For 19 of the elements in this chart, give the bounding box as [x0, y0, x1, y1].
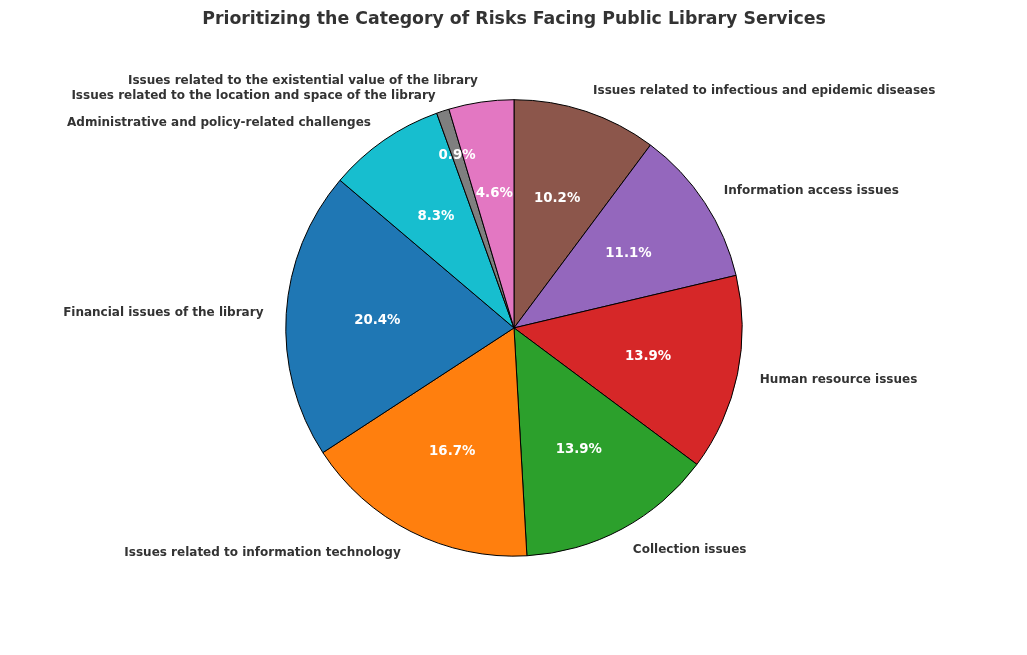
slice-label: Collection issues [632, 542, 747, 557]
data-label: 4.6% [475, 184, 513, 200]
data-label: 8.3% [417, 207, 455, 223]
data-label: 10.2% [534, 190, 581, 206]
slice-label: Issues related to infectious and epidemic diseases [593, 82, 936, 97]
data-label: 0.9% [438, 146, 476, 162]
data-label: 13.9% [624, 348, 672, 364]
data-label: 16.7% [429, 442, 476, 458]
slice-label: Information access issues [723, 183, 899, 198]
data-label: 13.9% [555, 441, 602, 457]
slice-label: Issues related to the location and space of the library [71, 88, 436, 103]
slice-label: Human resource issues [759, 371, 918, 386]
slice-label: Issues related to information technology [124, 544, 401, 559]
chart-title: Prioritizing the Category of Risks Facing Public Library Services [202, 7, 826, 28]
slice-label: Financial issues of the library [63, 305, 264, 320]
data-label: 11.1% [605, 245, 652, 261]
slice-label: Issues related to the existential value of the library [127, 72, 479, 87]
data-label: 20.4% [354, 311, 401, 327]
slice-label: Administrative and policy-related challenges [67, 114, 371, 129]
